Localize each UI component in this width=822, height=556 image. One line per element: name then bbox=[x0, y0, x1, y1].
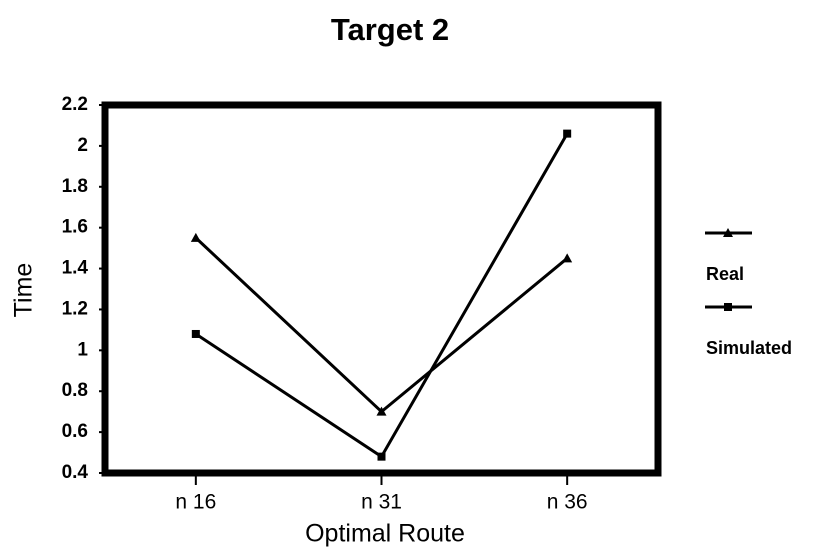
point bbox=[377, 452, 386, 461]
y-tick-label: 1.8 bbox=[62, 176, 88, 197]
legend-label: Real bbox=[706, 264, 744, 284]
point bbox=[562, 253, 573, 263]
y-tick-label: 0.4 bbox=[62, 462, 89, 483]
y-tick-label: 2.2 bbox=[62, 94, 88, 115]
point bbox=[563, 129, 572, 138]
legend-label: Simulated bbox=[706, 338, 792, 358]
chart-title: Target 2 bbox=[331, 12, 449, 47]
y-tick-label: 1.2 bbox=[62, 298, 88, 319]
y-tick-label: 0.8 bbox=[62, 380, 88, 401]
y-tick-label: 1.4 bbox=[62, 258, 89, 279]
y-tick-label: 2 bbox=[77, 135, 88, 156]
point bbox=[191, 329, 200, 338]
point bbox=[724, 303, 732, 311]
y-axis-label: Time bbox=[10, 263, 38, 318]
point bbox=[376, 406, 387, 416]
x-tick-label: n 16 bbox=[175, 491, 216, 514]
y-tick-label: 1.6 bbox=[62, 217, 88, 238]
plot-frame bbox=[101, 101, 662, 477]
y-tick-label: 1 bbox=[77, 339, 88, 360]
y-tick-label: 0.6 bbox=[62, 421, 88, 442]
point bbox=[723, 228, 733, 237]
x-tick-label: n 31 bbox=[361, 491, 402, 514]
x-tick-label: n 36 bbox=[547, 491, 588, 514]
point bbox=[190, 232, 201, 242]
x-axis-label: Optimal Route bbox=[305, 520, 465, 548]
series-line bbox=[194, 236, 569, 414]
